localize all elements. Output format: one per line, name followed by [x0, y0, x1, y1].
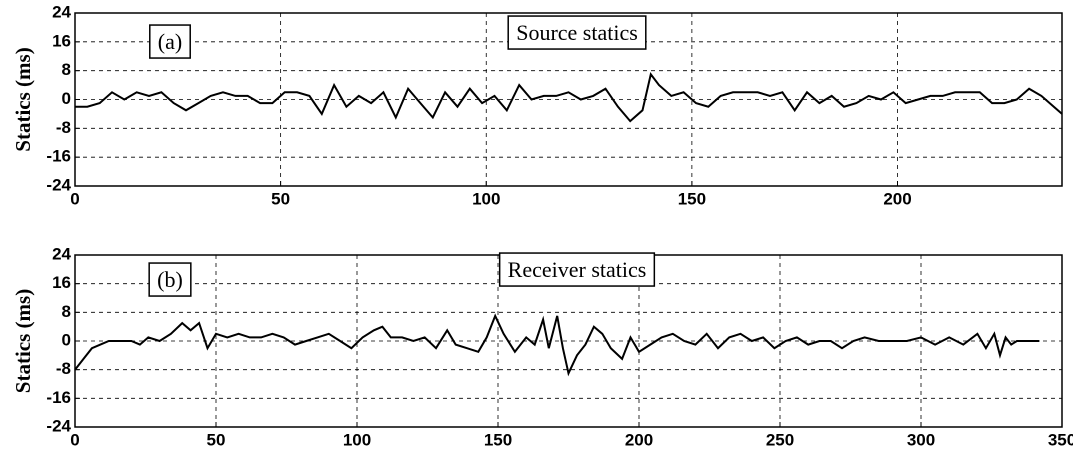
x-tick-label: 100 [472, 189, 500, 208]
x-tick-label: 250 [766, 430, 794, 449]
annotation: Receiver statics [508, 257, 647, 282]
x-tick-label: 350 [1048, 430, 1073, 449]
x-tick-label: 0 [70, 189, 79, 208]
x-tick-label: 300 [907, 430, 935, 449]
x-tick-label: 150 [484, 430, 512, 449]
x-tick-label: 50 [207, 430, 226, 449]
x-tick-label: 200 [625, 430, 653, 449]
x-tick-label: 200 [883, 189, 911, 208]
y-tick-label: 8 [62, 60, 71, 79]
annotation: (b) [157, 267, 183, 292]
y-tick-label: 16 [52, 31, 71, 50]
data-line [75, 71, 1063, 123]
data-line [74, 313, 1040, 377]
y-tick-label: -16 [46, 147, 71, 166]
annotation: Source statics [516, 20, 638, 45]
annotation-box [498, 252, 656, 287]
annotation-box [148, 262, 192, 297]
y-tick-label: -24 [46, 175, 71, 194]
x-tick-label: 0 [70, 430, 79, 449]
y-axis-label: Statics (ms) [11, 289, 35, 393]
y-axis-label: Statics (ms) [11, 47, 35, 151]
subplot: -24 -16 -8 0 8 16 24 0 50 100 150 200 250 300 350 Stati… [11, 244, 1073, 449]
y-tick-label: 8 [62, 302, 71, 321]
y-tick-label: 24 [52, 2, 71, 21]
y-tick-label: -16 [46, 388, 71, 407]
annotation-box [507, 15, 647, 50]
x-tick-label: 100 [343, 430, 371, 449]
y-tick-label: 0 [62, 89, 71, 108]
subplot: -24 -16 -8 0 8 16 24 0 50 100 150 200 Statics (ms) (a… [11, 2, 1063, 208]
y-tick-label: -8 [56, 359, 71, 378]
y-tick-label: -8 [56, 118, 71, 137]
x-tick-label: 150 [678, 189, 706, 208]
y-tick-label: 16 [52, 273, 71, 292]
y-tick-label: 0 [62, 330, 71, 349]
annotation-box [149, 24, 191, 59]
annotation: (a) [158, 29, 182, 54]
plot-frame [74, 12, 1063, 187]
y-tick-label: 24 [52, 244, 71, 263]
y-tick-label: -24 [46, 416, 71, 435]
x-tick-label: 50 [271, 189, 290, 208]
